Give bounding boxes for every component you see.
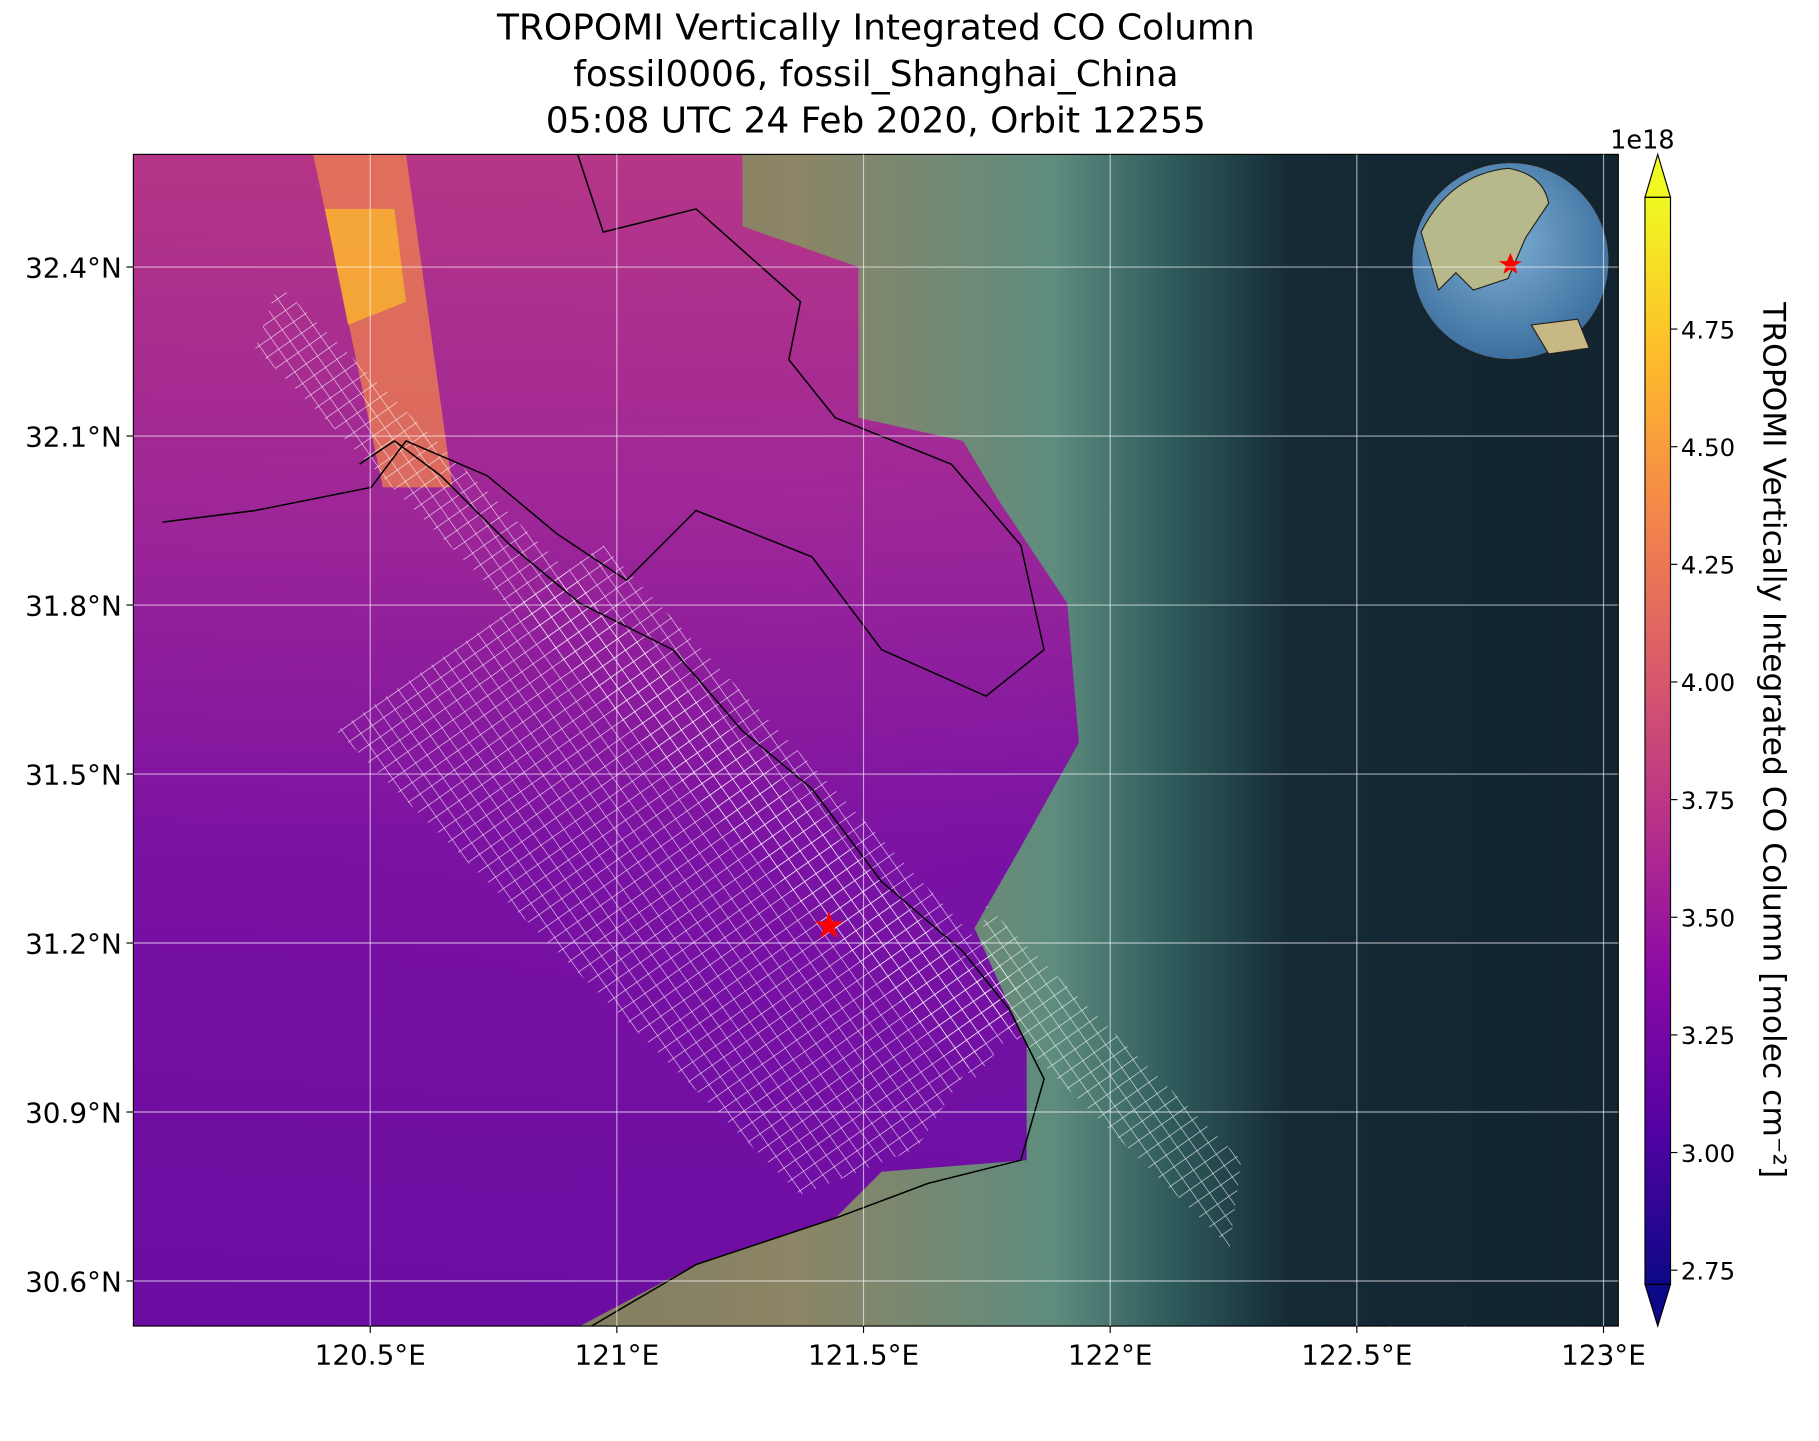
map-area — [133, 154, 1619, 1327]
colorbar-label: TROPOMI Vertically Integrated CO Column … — [1755, 301, 1791, 1178]
globe-land — [1420, 167, 1550, 292]
y-tick-label: 31.5°N — [25, 758, 122, 791]
colorbar-extend — [1644, 152, 1672, 198]
colorbar-tick-label: 3.25 — [1681, 1021, 1735, 1050]
title-line: TROPOMI Vertically Integrated CO Column — [496, 8, 1255, 49]
colorbar-tick-label: 4.00 — [1681, 668, 1735, 697]
colorbar-tick-label: 3.75 — [1681, 786, 1735, 815]
x-tick-label: 121°E — [575, 1338, 660, 1371]
title-line: fossil0006, fossil_Shanghai_China — [573, 54, 1178, 95]
colorbar — [1644, 197, 1671, 1285]
title-line: 05:08 UTC 24 Feb 2020, Orbit 12255 — [546, 100, 1206, 141]
colorbar-frame — [1644, 196, 1672, 1285]
y-tick-label: 32.4°N — [25, 251, 122, 284]
colorbar-tick-label: 4.75 — [1681, 315, 1735, 344]
colorbar-tick-label: 2.75 — [1681, 1256, 1735, 1285]
y-tick-label: 31.2°N — [25, 927, 122, 960]
colorbar-exponent: 1e18 — [1610, 126, 1674, 156]
map-frame — [132, 153, 1619, 1327]
title: TROPOMI Vertically Integrated CO Column … — [496, 8, 1255, 142]
colorbar-tick-label: 3.00 — [1681, 1139, 1735, 1168]
coastline — [162, 154, 1045, 1327]
colorbar-tick-label: 3.50 — [1681, 904, 1735, 933]
annotation: Created 4 Sep 2024 — [1381, 1324, 1601, 1349]
colorbar-tick-label: 4.50 — [1681, 433, 1735, 462]
x-tick-label: 121.5°E — [808, 1338, 919, 1371]
annotation: Source: NASA/JPL-Caltech — [1319, 1356, 1600, 1381]
x-tick-label: 122.5°E — [1301, 1338, 1412, 1371]
x-tick-label: 120.5°E — [315, 1338, 426, 1371]
globe-land — [1530, 318, 1591, 355]
y-tick-label: 30.6°N — [25, 1265, 122, 1298]
x-tick-label: 122°E — [1068, 1338, 1153, 1371]
colorbar-extend — [1644, 1283, 1672, 1329]
y-tick-label: 32.1°N — [25, 420, 122, 453]
colorbar-tick-label: 4.25 — [1681, 551, 1735, 580]
footprint — [974, 904, 1242, 1248]
y-tick-label: 30.9°N — [25, 1096, 122, 1129]
y-tick-label: 31.8°N — [25, 589, 122, 622]
globe-inset — [1411, 161, 1610, 361]
footprint — [336, 545, 1021, 1195]
globe-marker — [1498, 252, 1523, 274]
target-marker — [814, 910, 844, 939]
x-tick-label: 123°E — [1561, 1338, 1646, 1371]
